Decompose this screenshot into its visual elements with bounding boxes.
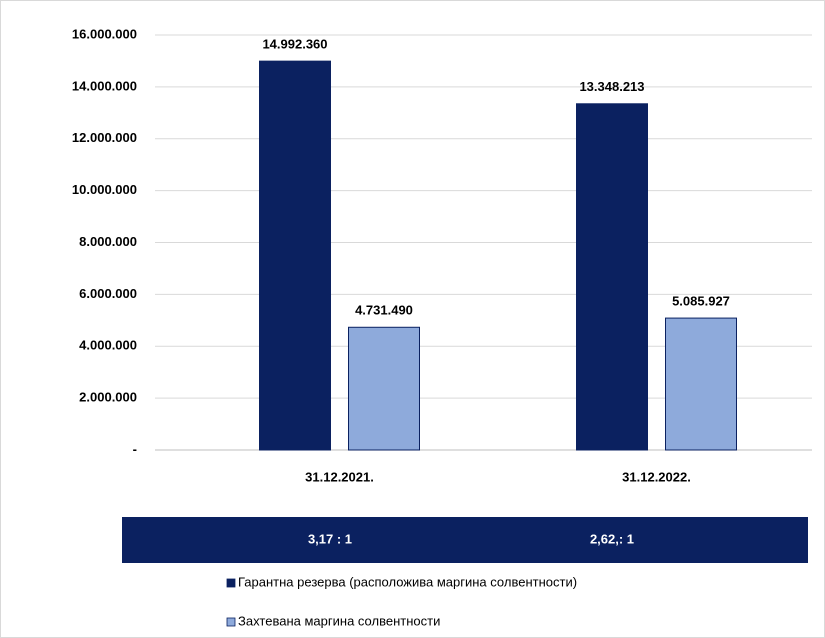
data-label: 5.085.927 xyxy=(672,294,730,309)
bar xyxy=(348,326,420,451)
ratio-banner xyxy=(122,517,808,563)
y-tick-label: - xyxy=(133,441,137,456)
y-tick-label: 2.000.000 xyxy=(79,390,137,405)
y-tick-label: 12.000.000 xyxy=(72,130,137,145)
data-label: 4.731.490 xyxy=(355,303,413,318)
y-tick-label: 6.000.000 xyxy=(79,286,137,301)
legend-label: Захтевана маргина солвентности xyxy=(238,613,440,628)
bar xyxy=(665,317,737,451)
legend-label: Гарантна резерва (расположива маргина со… xyxy=(238,574,577,589)
x-tick-label: 31.12.2021. xyxy=(305,469,374,484)
data-label: 13.348.213 xyxy=(579,79,644,94)
y-tick-label: 16.000.000 xyxy=(72,26,137,41)
ratio-label: 3,17 : 1 xyxy=(308,531,352,546)
x-tick-label: 31.12.2022. xyxy=(622,469,691,484)
legend-swatch xyxy=(226,578,236,588)
data-label: 14.992.360 xyxy=(262,37,327,52)
legend-swatch xyxy=(226,617,236,627)
y-tick-label: 14.000.000 xyxy=(72,78,137,93)
y-tick-label: 4.000.000 xyxy=(79,338,137,353)
y-tick-label: 8.000.000 xyxy=(79,234,137,249)
bar xyxy=(259,60,331,451)
ratio-label: 2,62,: 1 xyxy=(590,531,634,546)
y-tick-label: 10.000.000 xyxy=(72,182,137,197)
bar xyxy=(576,103,648,451)
